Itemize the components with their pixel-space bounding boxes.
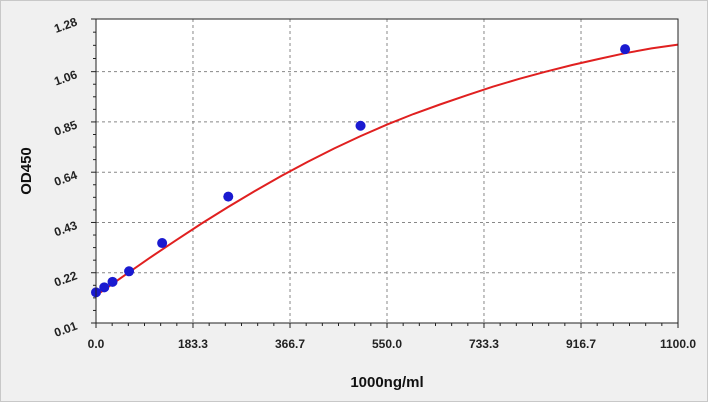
fit-curve-line — [95, 43, 679, 297]
y-axis-ticks: 0.01 0.22 0.43 0.64 0.85 1.06 1.28 — [52, 15, 96, 340]
y-tick-label: 0.43 — [52, 218, 79, 239]
data-point — [99, 282, 110, 293]
x-tick-label: 0.0 — [88, 337, 105, 351]
y-tick-label: 0.22 — [52, 268, 79, 289]
x-tick-label: 1100.0 — [660, 337, 696, 351]
y-axis-title: OD450 — [18, 147, 35, 195]
data-point — [157, 238, 168, 249]
data-point — [355, 120, 366, 131]
x-tick-label: 916.7 — [566, 337, 596, 351]
y-tick-label: 0.85 — [52, 117, 79, 138]
data-point — [107, 276, 118, 287]
y-tick-label: 1.06 — [52, 67, 79, 88]
y-tick-label: 0.01 — [52, 319, 79, 340]
x-tick-label: 733.3 — [469, 337, 499, 351]
grid — [96, 19, 678, 323]
y-tick-label: 0.64 — [52, 168, 79, 189]
x-tick-label: 183.3 — [178, 337, 208, 351]
x-tick-label: 550.0 — [372, 337, 402, 351]
data-point — [223, 191, 234, 202]
x-axis-title: 1000ng/ml — [350, 374, 423, 391]
data-point — [620, 44, 631, 55]
y-tick-label: 1.28 — [52, 15, 79, 36]
x-tick-label: 366.7 — [275, 337, 305, 351]
fit-curve-layer — [95, 43, 679, 297]
data-point — [124, 266, 135, 277]
x-axis-ticks: 0.0 183.3 366.7 550.0 733.3 916.7 1100.0 — [88, 323, 696, 351]
